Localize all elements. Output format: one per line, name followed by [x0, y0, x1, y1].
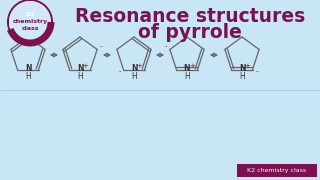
Text: +: + — [244, 63, 250, 69]
Text: N: N — [77, 64, 83, 73]
Text: Resonance structures: Resonance structures — [75, 8, 305, 26]
FancyBboxPatch shape — [237, 164, 317, 177]
Text: N: N — [239, 64, 245, 73]
Text: -: - — [165, 43, 168, 50]
Circle shape — [9, 1, 51, 43]
Text: +: + — [189, 63, 195, 69]
Text: H: H — [184, 72, 190, 81]
Text: K2 chemistry class: K2 chemistry class — [247, 168, 307, 173]
Text: H: H — [131, 72, 137, 81]
Text: -: - — [118, 69, 121, 75]
Text: H: H — [25, 72, 31, 81]
Text: chemistry: chemistry — [12, 19, 48, 24]
Text: +: + — [82, 63, 88, 69]
Text: N: N — [184, 64, 190, 73]
Text: K2: K2 — [25, 12, 35, 17]
Text: +: + — [136, 63, 142, 69]
Text: H: H — [77, 72, 83, 81]
Text: -: - — [255, 69, 258, 75]
Text: N: N — [25, 64, 31, 73]
Text: class: class — [21, 26, 39, 31]
Text: of pyrrole: of pyrrole — [138, 24, 242, 42]
Text: N: N — [131, 64, 137, 73]
Text: H: H — [239, 72, 245, 81]
Circle shape — [8, 0, 52, 44]
Text: -: - — [100, 43, 102, 50]
